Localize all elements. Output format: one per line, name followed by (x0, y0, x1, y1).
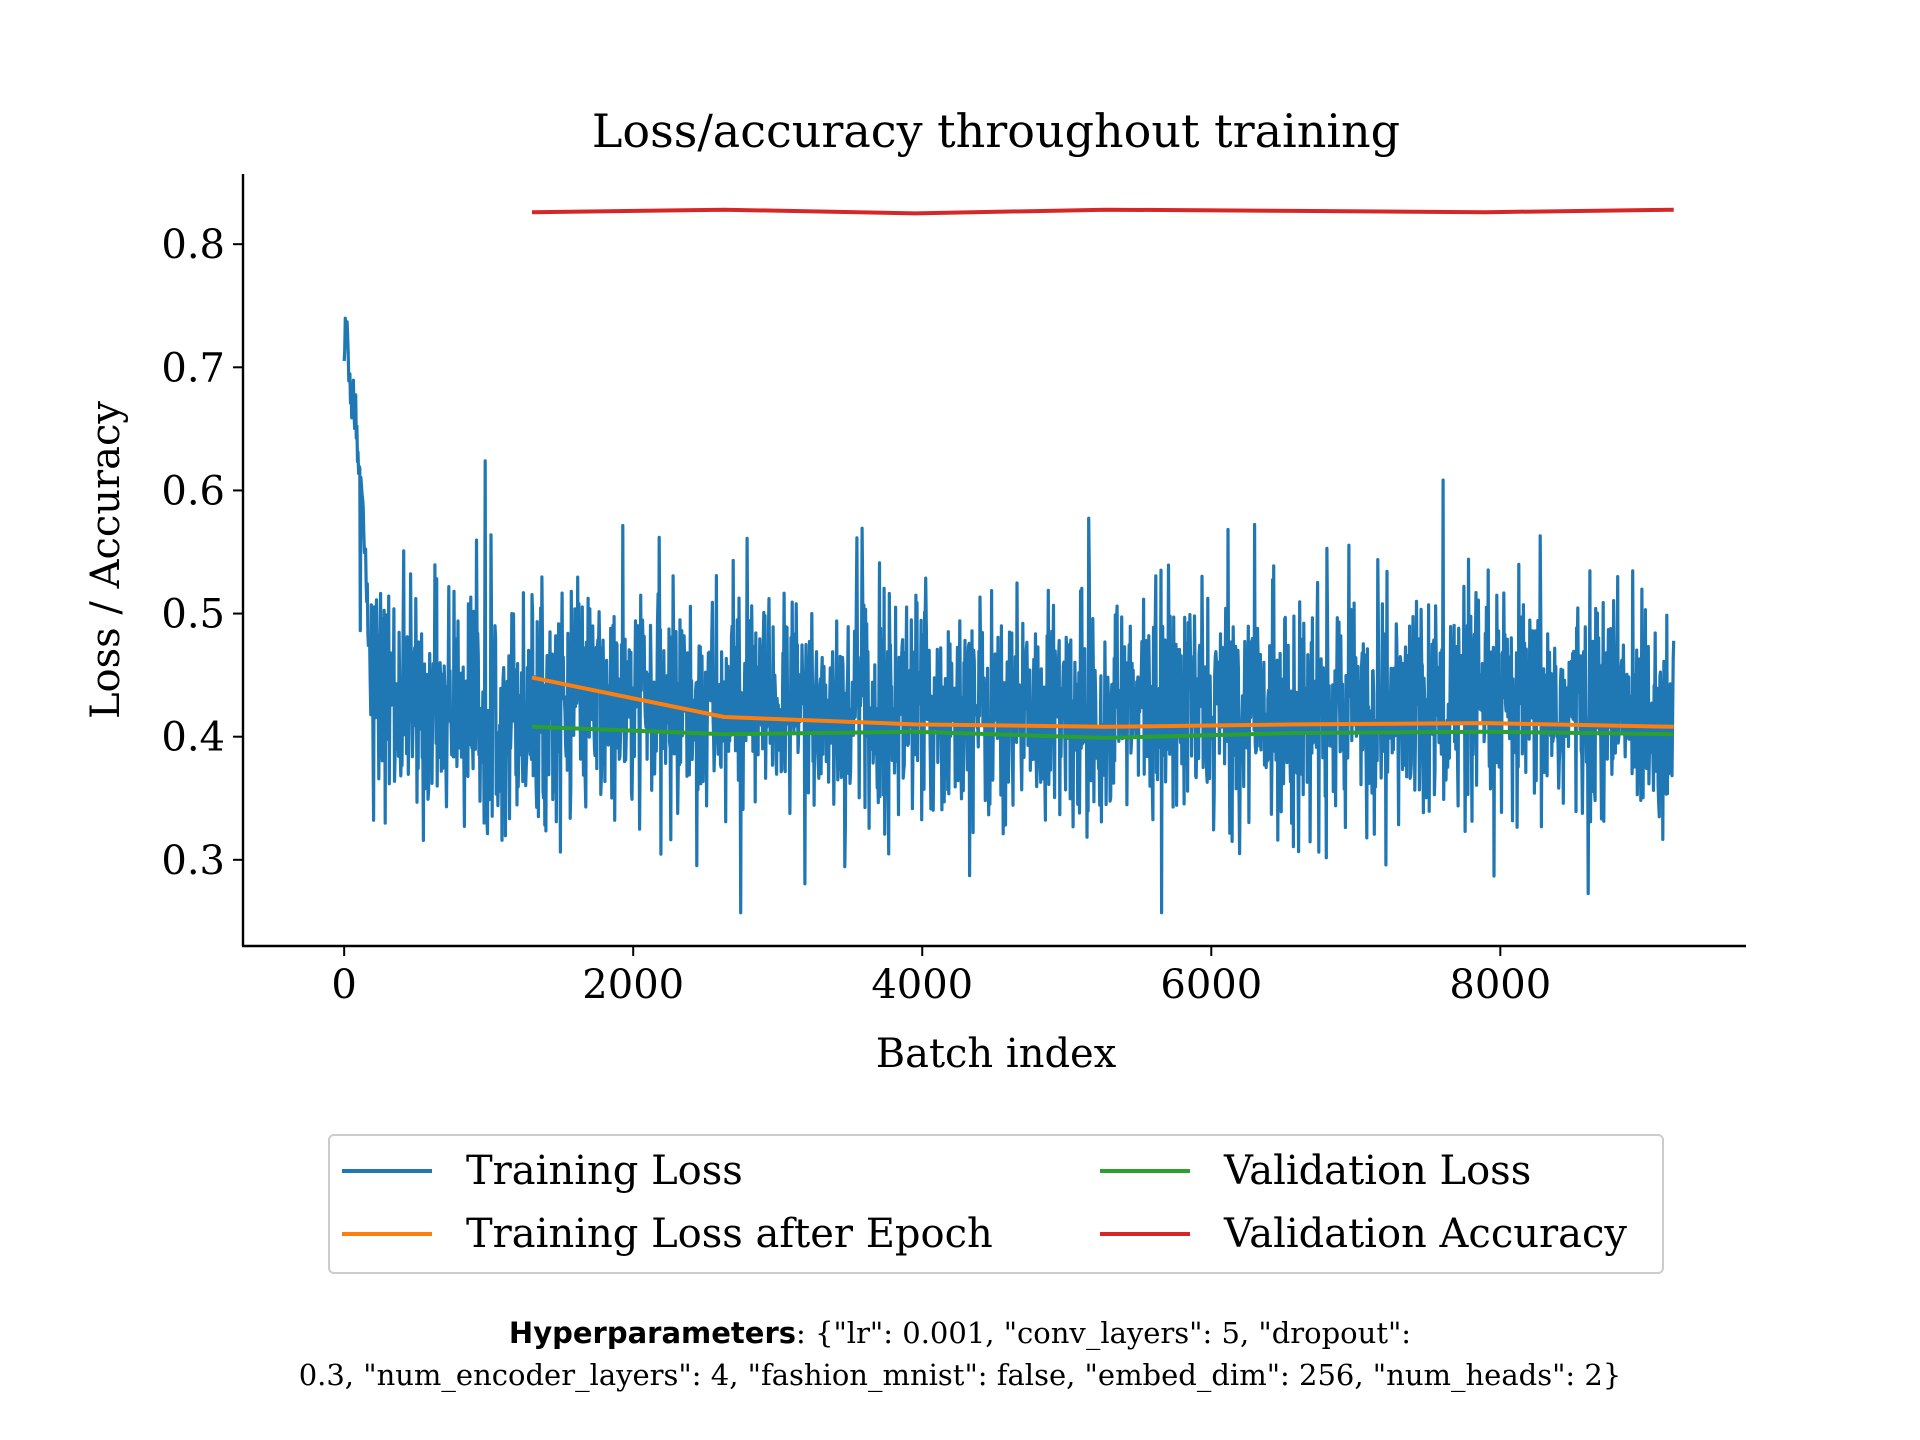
hyperparameters-line-2: 0.3, "num_encoder_layers": 4, "fashion_m… (298, 1358, 1622, 1392)
legend-label: Validation Accuracy (1224, 1211, 1627, 1257)
legend-swatch-validation-accuracy (1100, 1232, 1190, 1236)
hyperparameters-key: Hyperparameters (508, 1316, 797, 1350)
y-tick-label-0.3: 0.3 (161, 838, 225, 884)
legend-item-validation-accuracy: Validation Accuracy (1100, 1211, 1627, 1257)
series-layer (342, 207, 1676, 915)
series-line-validation-accuracy (531, 207, 1674, 216)
hyperparameters-line-1: Hyperparameters: {"lr": 0.001, "conv_lay… (0, 1312, 1920, 1354)
axes (241, 174, 1746, 948)
legend-item-training-loss: Training Loss (342, 1148, 743, 1194)
y-tick-label-0.7: 0.7 (161, 345, 225, 391)
y-tick-label-0.5: 0.5 (161, 592, 225, 638)
chart-title: Loss/accuracy throughout training (592, 104, 1400, 158)
x-tick-label-4000: 4000 (871, 962, 973, 1008)
legend-swatch-training-loss-after-epoch (342, 1232, 432, 1236)
legend-label: Training Loss (466, 1148, 743, 1194)
x-tick-label-2000: 2000 (582, 962, 684, 1008)
legend: Training Loss Validation Loss Training L… (328, 1134, 1664, 1274)
series-line-training-loss (342, 316, 1676, 915)
x-axis-label: Batch index (876, 1031, 1117, 1077)
legend-label: Validation Loss (1224, 1148, 1532, 1194)
series-line-validation-loss (531, 724, 1674, 740)
x-tick-label-8000: 8000 (1449, 962, 1551, 1008)
x-tick-label-0: 0 (331, 962, 356, 1008)
y-tick-label-0.8: 0.8 (161, 222, 225, 268)
legend-swatch-training-loss (342, 1169, 432, 1173)
hyperparameters-caption: Hyperparameters: {"lr": 0.001, "conv_lay… (0, 1312, 1920, 1396)
legend-swatch-validation-loss (1100, 1169, 1190, 1173)
hyperparameters-text-1: : {"lr": 0.001, "conv_layers": 5, "dropo… (796, 1316, 1412, 1350)
legend-item-training-loss-after-epoch: Training Loss after Epoch (342, 1211, 993, 1257)
legend-label: Training Loss after Epoch (466, 1211, 993, 1257)
series-line-training-loss-after-epoch (531, 675, 1674, 729)
x-tick-label-6000: 6000 (1160, 962, 1262, 1008)
legend-item-validation-loss: Validation Loss (1100, 1148, 1531, 1194)
ticks: 0 2000 4000 6000 8000 0.3 0.4 0.5 0.6 0.7 0.8 (161, 222, 1551, 1008)
y-tick-label-0.6: 0.6 (161, 468, 225, 514)
y-tick-label-0.4: 0.4 (161, 715, 225, 761)
y-axis-label: Loss / Accuracy (83, 401, 129, 719)
